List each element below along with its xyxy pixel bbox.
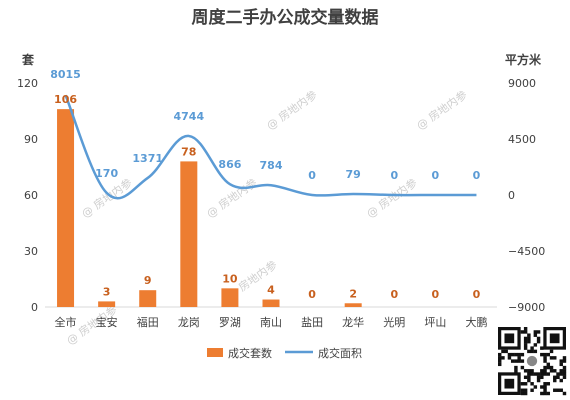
line-data-label: 866 (218, 158, 241, 171)
bar-data-label: 0 (308, 288, 316, 301)
category-label: 福田 (137, 315, 159, 329)
bar-data-label: 0 (390, 288, 398, 301)
bar (180, 161, 198, 307)
line-data-label: 0 (432, 169, 440, 182)
line-data-labels: 8015 170 1371 4744 866 784 0 79 0 0 0 (50, 68, 480, 182)
left-tick-label: 0 (31, 301, 38, 314)
bar-data-label: 10 (222, 272, 238, 285)
category-label: 盐田 (301, 316, 323, 329)
bar-data-label: 3 (103, 285, 111, 298)
bar (344, 303, 362, 307)
right-axis-ticks: −9000 −4500 0 4500 9000 (508, 77, 545, 314)
right-tick-label: 4500 (508, 133, 536, 146)
watermark-text: @ 房地内参 (204, 175, 260, 220)
line-data-label: 4744 (174, 110, 205, 123)
left-axis-unit: 套 (21, 52, 35, 67)
bar (139, 290, 157, 307)
legend-bar-label: 成交套数 (228, 346, 272, 360)
legend-bar-swatch (207, 348, 223, 357)
bar (57, 109, 75, 307)
category-label: 全市 (55, 315, 77, 329)
right-tick-label: −9000 (508, 301, 545, 314)
right-tick-label: 0 (508, 189, 515, 202)
line-data-label: 784 (260, 159, 283, 172)
category-labels: 全市 宝安 福田 龙岗 罗湖 南山 盐田 龙华 光明 坪山 大鹏 (55, 315, 488, 329)
bar-data-label: 9 (144, 274, 152, 287)
right-axis-unit: 平方米 (505, 52, 542, 67)
category-label: 光明 (383, 315, 405, 329)
left-axis-ticks: 0 30 60 90 120 (17, 77, 38, 314)
bar-data-label: 4 (267, 284, 275, 297)
line-data-label: 1371 (132, 152, 163, 165)
category-label: 南山 (260, 316, 282, 329)
right-tick-label: 9000 (508, 77, 536, 90)
line-data-label: 0 (308, 169, 316, 182)
category-label: 龙岗 (178, 316, 200, 329)
legend: 成交套数 成交面积 (207, 346, 362, 360)
watermark-text: @ 房地内参 (364, 175, 420, 220)
bar-data-label: 2 (349, 287, 357, 300)
line-data-label: 8015 (50, 68, 81, 81)
line-data-label: 0 (390, 169, 398, 182)
qr-code-image (498, 327, 567, 396)
left-tick-label: 120 (17, 77, 38, 90)
line-data-label: 0 (473, 169, 481, 182)
left-tick-label: 90 (24, 133, 38, 146)
category-label: 大鹏 (465, 315, 487, 329)
bar-data-label: 0 (473, 288, 481, 301)
line-data-label: 79 (346, 168, 361, 181)
legend-line-label: 成交面积 (318, 346, 362, 360)
category-label: 龙华 (342, 315, 364, 329)
category-label: 坪山 (424, 316, 446, 329)
left-tick-label: 60 (24, 189, 38, 202)
category-label: 宝安 (96, 315, 118, 329)
watermark-text: @ 房地内参 (79, 175, 135, 220)
bar (221, 288, 239, 307)
bar-data-labels: 106 3 9 78 10 4 0 2 0 0 0 (54, 93, 481, 301)
line-series (64, 94, 477, 200)
chart-title: 周度二手办公成交量数据 (192, 7, 379, 28)
bar-data-label: 0 (432, 288, 440, 301)
right-tick-label: −4500 (508, 245, 545, 258)
left-tick-label: 30 (24, 245, 38, 258)
bar (98, 301, 116, 307)
line-data-label: 170 (95, 167, 118, 180)
bar-data-label: 78 (181, 145, 196, 158)
bar (262, 299, 280, 307)
category-label: 罗湖 (219, 316, 241, 329)
watermark-text: @ 房地内参 (414, 87, 470, 132)
watermark-layer: @ 房地内参 @ 房地内参 @ 房地内参@ 房地内参@ 房地内参@ 房地内参 @ 房地… (64, 87, 470, 347)
bar-data-label: 106 (54, 93, 77, 106)
bar-series (57, 109, 362, 307)
watermark-text: @ 房地内参 (264, 87, 320, 132)
